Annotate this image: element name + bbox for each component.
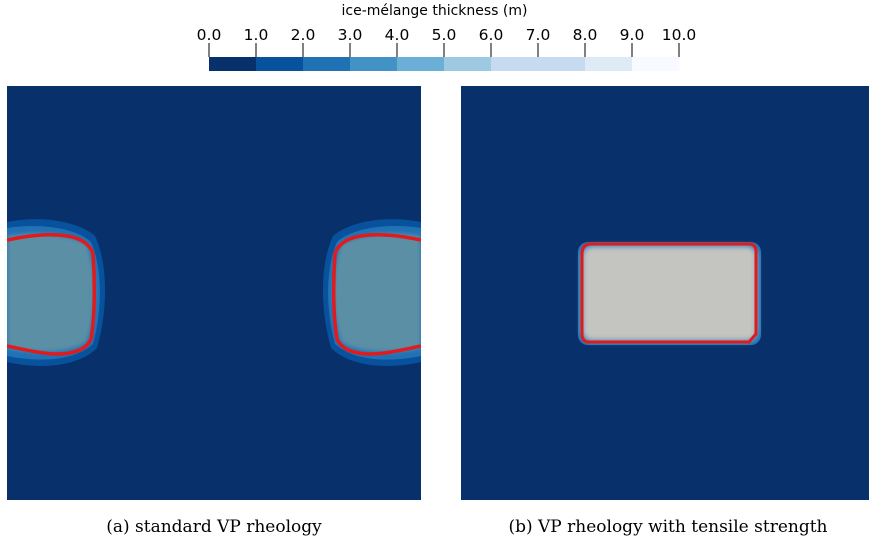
colorbar-tick-label-4: 4.0 — [385, 26, 410, 44]
colorbar-bin-1 — [256, 57, 304, 71]
panel-a-right-fill — [333, 233, 421, 352]
colorbar-tick-label-7: 7.0 — [526, 26, 551, 44]
colorbar-bin-3 — [350, 57, 398, 71]
panel-a-left-red-contour — [7, 233, 97, 356]
colorbar-bin-2 — [303, 57, 351, 71]
colorbar-bin-8 — [585, 57, 633, 71]
colorbar-title: ice-mélange thickness (m) — [341, 3, 528, 19]
colorbar-tick-label-0: 0.0 — [197, 26, 222, 44]
panel-b-block-fill — [582, 246, 757, 341]
panel-a-right-red-contour — [331, 233, 421, 356]
panel-a-left-fill — [7, 233, 95, 352]
colorbar-bin-9 — [632, 57, 680, 71]
colorbar-ticks: 0.0 1.0 2.0 3.0 4.0 5.0 6.0 7.0 8.0 9.0 10.0 — [197, 26, 697, 57]
colorbar-tick-label-2: 2.0 — [291, 26, 316, 44]
colorbar-tick-label-9: 9.0 — [620, 26, 645, 44]
panel-b-red-contour — [580, 242, 758, 344]
colorbar-tick-label-1: 1.0 — [244, 26, 269, 44]
panel-a — [7, 86, 421, 500]
colorbar-bin-4 — [397, 57, 445, 71]
colorbar-bins — [209, 57, 680, 71]
colorbar: 0.0 1.0 2.0 3.0 4.0 5.0 6.0 7.0 8.0 9.0 10.0 — [197, 26, 697, 71]
caption-a: (a) standard VP rheology — [106, 517, 322, 537]
colorbar-tick-label-6: 6.0 — [479, 26, 504, 44]
colorbar-bin-0 — [209, 57, 257, 71]
colorbar-bin-5 — [444, 57, 492, 71]
colorbar-bin-6 — [491, 57, 539, 71]
colorbar-tick-label-3: 3.0 — [338, 26, 363, 44]
colorbar-tick-label-5: 5.0 — [432, 26, 457, 44]
panel-b — [461, 86, 869, 500]
colorbar-bin-7 — [538, 57, 586, 71]
colorbar-tick-label-8: 8.0 — [573, 26, 598, 44]
colorbar-tick-label-10: 10.0 — [662, 26, 697, 44]
caption-b: (b) VP rheology with tensile strength — [508, 517, 828, 537]
